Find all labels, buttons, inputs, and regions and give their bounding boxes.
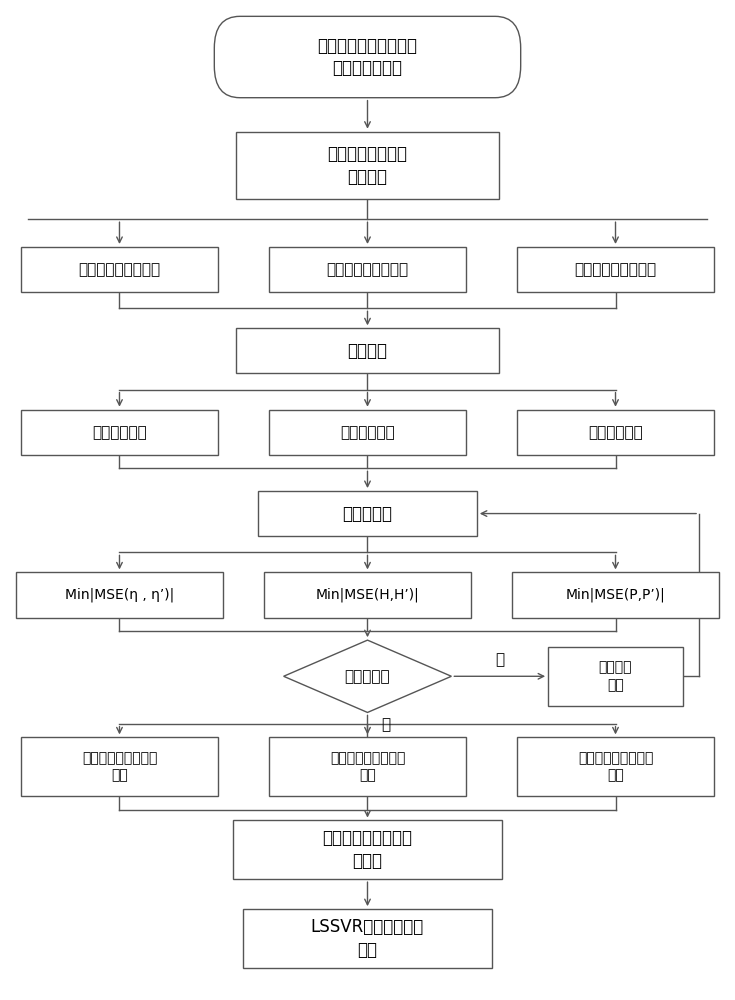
Text: 性能关系: 性能关系 (348, 342, 387, 360)
Text: 是否收敛？: 是否收敛？ (345, 669, 390, 684)
Bar (21, 247, 218, 292)
Text: 效率、扬程简化公式: 效率、扬程简化公式 (575, 262, 656, 277)
Text: 扬程、功率简化公式
系数: 扬程、功率简化公式 系数 (82, 751, 157, 783)
Bar (236, 328, 499, 373)
Text: 否: 否 (495, 653, 504, 668)
Bar (264, 572, 471, 618)
Text: 效率计算公式: 效率计算公式 (92, 425, 147, 440)
Text: Min|MSE(P,P’)|: Min|MSE(P,P’)| (566, 588, 665, 602)
Text: 计算得到不同流量下
的性能: 计算得到不同流量下 的性能 (323, 829, 412, 870)
Bar (269, 410, 466, 455)
Bar (512, 572, 720, 618)
Bar (269, 737, 466, 796)
Text: LSSVR性能预测模型
建立: LSSVR性能预测模型 建立 (311, 918, 424, 959)
Bar (269, 247, 466, 292)
Text: 扬程、功率简化公式: 扬程、功率简化公式 (79, 262, 160, 277)
Text: 是: 是 (381, 717, 390, 732)
Text: 粒子群优化: 粒子群优化 (343, 505, 392, 523)
Bar (21, 737, 218, 796)
Bar (236, 132, 499, 199)
FancyBboxPatch shape (215, 16, 520, 98)
Polygon shape (284, 640, 451, 712)
Text: 功率、效率简化公式: 功率、效率简化公式 (326, 262, 409, 277)
Text: 效率、扬程简化公式
系数: 效率、扬程简化公式 系数 (578, 751, 653, 783)
Bar (517, 410, 714, 455)
Bar (232, 820, 503, 879)
Text: 其他两种性能简化
公式建模: 其他两种性能简化 公式建模 (328, 145, 407, 186)
Text: 调整寻优
范围: 调整寻优 范围 (599, 660, 632, 692)
Text: 离心泵一种性能参数随
流量变化的数据: 离心泵一种性能参数随 流量变化的数据 (318, 37, 417, 77)
Bar (548, 647, 683, 706)
Text: 功率计算公式: 功率计算公式 (588, 425, 643, 440)
Bar (517, 737, 714, 796)
Bar (21, 410, 218, 455)
Text: 功率、效率简化公式
系数: 功率、效率简化公式 系数 (330, 751, 405, 783)
Text: Min|MSE(η , η’)|: Min|MSE(η , η’)| (65, 588, 174, 602)
Text: 扬程计算公式: 扬程计算公式 (340, 425, 395, 440)
Bar (243, 909, 492, 968)
Text: Min|MSE(H,H’)|: Min|MSE(H,H’)| (315, 588, 420, 602)
Bar (15, 572, 223, 618)
Bar (517, 247, 714, 292)
Bar (258, 491, 477, 536)
